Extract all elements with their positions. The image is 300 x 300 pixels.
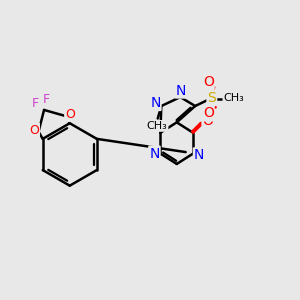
Text: O: O [29, 124, 39, 137]
Text: N: N [149, 147, 160, 160]
Text: S: S [207, 91, 216, 105]
Text: N: N [176, 84, 186, 98]
Text: N: N [194, 148, 204, 162]
Text: F: F [32, 97, 39, 110]
Text: O: O [65, 108, 75, 121]
Text: CH₃: CH₃ [147, 121, 167, 131]
Text: O: O [202, 115, 213, 128]
Text: F: F [43, 93, 50, 106]
Text: N: N [150, 96, 161, 110]
Text: O: O [203, 106, 214, 120]
Text: O: O [203, 75, 214, 89]
Text: CH₃: CH₃ [224, 93, 244, 103]
